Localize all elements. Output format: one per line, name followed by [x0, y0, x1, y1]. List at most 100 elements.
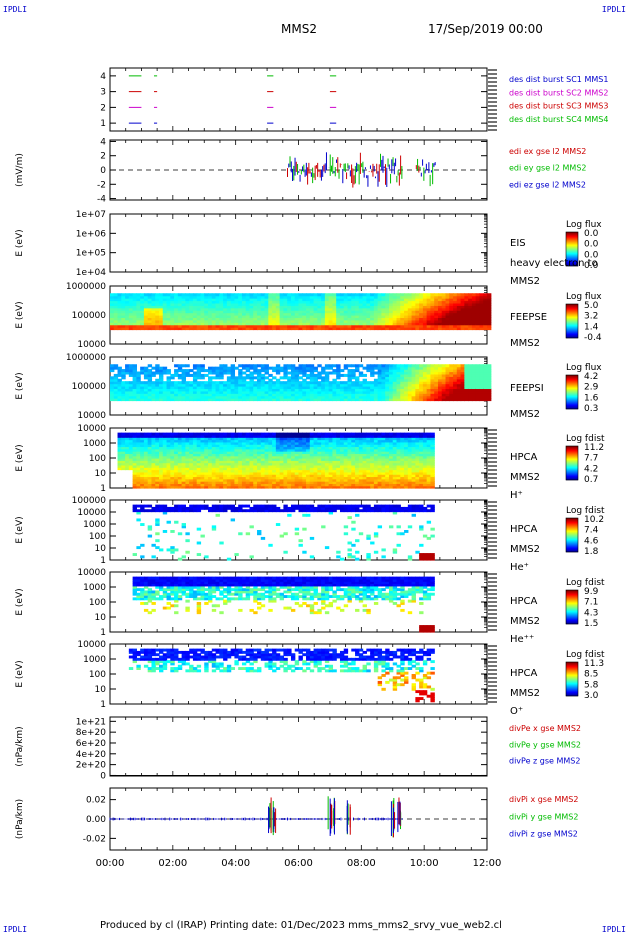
spectrogram-cell	[287, 469, 292, 473]
spectrogram-cell	[132, 464, 137, 468]
spectrogram-cell	[456, 393, 462, 397]
spectrogram-cell	[110, 383, 115, 387]
colorbar-segment	[566, 249, 578, 251]
spectrogram-cell	[215, 469, 220, 473]
spectrogram-cell	[396, 319, 401, 323]
spectrogram-cell	[204, 455, 209, 459]
spectrogram-cell	[385, 383, 390, 387]
spectrogram-cell	[411, 364, 416, 368]
spectrogram-cell	[234, 464, 239, 468]
spectrogram-cell	[272, 310, 277, 314]
spectrogram-cell	[362, 317, 367, 321]
spectrogram-cell	[287, 390, 292, 394]
spectrogram-cell	[260, 293, 266, 297]
spectrogram-cell	[136, 388, 141, 392]
spectrogram-cell	[155, 302, 160, 306]
spectrogram-cell	[347, 393, 352, 397]
spectrogram-cell	[204, 432, 209, 436]
spectrogram-cell	[192, 467, 198, 471]
spectrogram-cell	[456, 369, 462, 373]
spectrogram-cell	[449, 324, 454, 328]
spectrogram-cell	[339, 381, 345, 385]
spectrogram-cell	[437, 317, 443, 321]
spectrogram-cell	[208, 390, 213, 394]
spectrogram-cell	[355, 398, 360, 402]
spectrogram-cell	[132, 476, 137, 480]
spectrogram-cell	[238, 462, 243, 466]
spectrogram-cell	[437, 305, 443, 309]
spectrogram-cell	[196, 293, 202, 297]
spectrogram-cell	[487, 395, 492, 399]
spectrogram-cell	[136, 469, 141, 473]
spectrogram-cell	[464, 388, 469, 392]
spectrogram-cell	[400, 395, 405, 399]
spectrogram-cell	[430, 393, 435, 397]
spectrogram-cell	[121, 437, 126, 441]
spectrogram-cell	[381, 388, 386, 392]
spectrogram-cell	[400, 300, 405, 304]
spectrogram-cell	[155, 471, 160, 475]
spectrogram-cell	[339, 390, 345, 394]
spectrogram-cell	[204, 439, 209, 443]
spectrogram-cell	[238, 307, 243, 311]
colorbar-segment	[566, 328, 578, 330]
spectrogram-cell	[343, 366, 349, 370]
spectrogram-cell	[155, 381, 160, 385]
spectrogram-cell	[143, 439, 149, 443]
spectrogram-cell	[328, 383, 334, 387]
spectrogram-cell	[166, 469, 171, 473]
spectrogram-cell	[275, 327, 281, 331]
spectrogram-cell	[253, 324, 258, 328]
spectrogram-cell	[437, 312, 443, 316]
spectrogram-cell	[317, 307, 322, 311]
spectrogram-cell	[302, 322, 307, 326]
spectrogram-cell	[162, 474, 168, 478]
spectrogram-cell	[336, 393, 341, 397]
spectrogram-cell	[453, 376, 458, 380]
spectrogram-cell	[475, 364, 481, 368]
spectrogram-cell	[230, 376, 236, 380]
spectrogram-cell	[230, 327, 236, 331]
spectrogram-cell	[275, 481, 281, 484]
spectrogram-cell	[373, 293, 379, 297]
spectrogram-cell	[275, 471, 281, 475]
spectrogram-cell	[140, 476, 145, 480]
spectrogram-cell	[449, 381, 454, 385]
spectrogram-cell	[113, 300, 119, 304]
spectrogram-cell	[306, 373, 311, 377]
spectrogram-cell	[208, 381, 213, 385]
spectrogram-cell	[347, 315, 352, 319]
spectrogram-cell	[279, 478, 285, 482]
spectrogram-cell	[125, 364, 130, 368]
spectrogram-cell	[294, 310, 300, 314]
spectrogram-cell	[121, 300, 126, 304]
colorbar-segment	[566, 238, 578, 240]
spectrogram-cell	[487, 319, 492, 323]
spectrogram-cell	[181, 300, 186, 304]
spectrogram-cell	[113, 378, 119, 382]
spectrogram-cell	[226, 322, 232, 326]
spectrogram-cell	[377, 295, 383, 299]
spectrogram-cell	[143, 366, 149, 370]
spectrogram-cell	[411, 376, 416, 380]
spectrogram-cell	[189, 453, 194, 457]
spectrogram-cell	[381, 393, 386, 397]
spectrogram-cell	[223, 305, 228, 309]
spectrogram-cell	[411, 327, 416, 331]
spectrogram-cell	[128, 307, 134, 311]
spectrogram-cell	[487, 371, 492, 375]
spectrogram-cell	[309, 298, 315, 302]
spectrogram-cell	[268, 448, 273, 452]
spectrogram-cell	[189, 471, 194, 475]
spectrogram-cell	[483, 322, 488, 326]
spectrogram-cell	[309, 295, 315, 299]
spectrogram-cell	[468, 364, 473, 368]
spectrogram-cell	[328, 364, 334, 368]
colorbar-segment	[566, 257, 578, 259]
spectrogram-cell	[339, 388, 345, 392]
spectrogram-cell	[290, 451, 296, 454]
spectrogram-cell	[445, 315, 450, 319]
spectrogram-cell	[449, 327, 454, 331]
spectrogram-cell	[162, 381, 168, 385]
spectrogram-cell	[290, 388, 296, 392]
